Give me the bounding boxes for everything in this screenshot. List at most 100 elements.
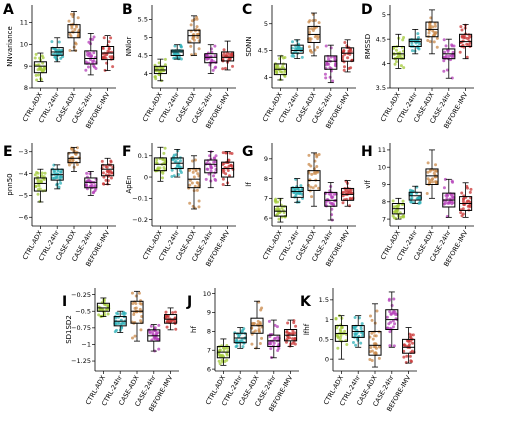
scatter-point	[207, 172, 211, 176]
scatter-point	[178, 159, 182, 163]
scatter-point	[76, 16, 80, 20]
scatter-point	[107, 47, 111, 51]
scatter-point	[163, 57, 167, 61]
scatter-point	[103, 313, 107, 317]
y-tick-label: 4.5	[258, 47, 268, 55]
scatter-point	[293, 342, 297, 346]
scatter-point	[75, 146, 79, 150]
scatter-point	[324, 63, 328, 67]
scatter-point	[394, 209, 398, 213]
scatter-point	[442, 69, 446, 73]
scatter-point	[177, 173, 181, 177]
scatter-point	[101, 182, 105, 186]
scatter-point	[222, 51, 226, 55]
scatter-point	[297, 191, 301, 195]
scatter-point	[57, 40, 61, 44]
scatter-point	[369, 314, 373, 318]
scatter-point	[389, 312, 393, 316]
box-ctrl-adx	[391, 46, 405, 60]
scatter-point	[267, 342, 271, 346]
scatter-point	[425, 192, 429, 196]
scatter-point	[434, 163, 438, 167]
scatter-point	[359, 327, 363, 331]
y-tick-label: −0.5	[75, 307, 91, 315]
scatter-point	[154, 336, 158, 340]
scatter-point	[315, 165, 319, 169]
scatter-point	[294, 324, 298, 328]
scatter-point	[85, 171, 89, 175]
scatter-point	[331, 79, 335, 83]
scatter-point	[34, 52, 38, 56]
scatter-point	[69, 12, 73, 16]
panel-letter: B	[122, 2, 133, 18]
scatter-point	[402, 215, 406, 219]
scatter-point	[70, 24, 74, 28]
scatter-point	[190, 159, 194, 163]
panel-letter: C	[242, 2, 252, 18]
scatter-point	[189, 23, 193, 27]
y-axis-label: ApEn	[125, 175, 133, 193]
scatter-point	[54, 55, 58, 59]
scatter-point	[139, 328, 143, 332]
scatter-point	[196, 36, 200, 40]
scatter-point	[102, 36, 106, 40]
scatter-point	[411, 341, 415, 345]
scatter-point	[451, 50, 455, 54]
scatter-point	[100, 159, 104, 163]
scatter-point	[428, 169, 432, 173]
y-axis-label: SDNN	[245, 36, 253, 56]
scatter-point	[311, 186, 315, 190]
scatter-point	[330, 196, 334, 200]
scatter-point	[68, 48, 72, 52]
scatter-point	[370, 358, 374, 362]
scatter-point	[42, 68, 46, 72]
scatter-point	[137, 291, 141, 295]
y-tick-label: 6	[207, 365, 211, 373]
scatter-point	[416, 32, 420, 36]
box-case-24hr	[84, 50, 98, 65]
scatter-point	[426, 161, 430, 165]
scatter-point	[334, 317, 338, 321]
scatter-point	[223, 359, 227, 363]
scatter-point	[309, 164, 313, 168]
scatter-point	[275, 325, 279, 329]
scatter-point	[401, 38, 405, 42]
scatter-point	[102, 175, 106, 179]
scatter-point	[345, 343, 349, 347]
scatter-point	[240, 330, 244, 334]
scatter-point	[324, 76, 328, 80]
scatter-point	[57, 185, 61, 189]
y-tick-label: 0.5	[319, 336, 329, 344]
scatter-point	[227, 52, 231, 56]
scatter-point	[405, 354, 409, 358]
scatter-point	[164, 310, 168, 314]
scatter-point	[395, 48, 399, 52]
scatter-point	[272, 341, 276, 345]
scatter-point	[443, 50, 447, 54]
scatter-point	[377, 345, 381, 349]
scatter-point	[157, 61, 161, 65]
scatter-point	[286, 321, 290, 325]
scatter-point	[368, 358, 372, 362]
y-tick-label: 5	[264, 20, 268, 28]
scatter-point	[442, 59, 446, 63]
box-ctrl-adx	[33, 61, 47, 74]
y-tick-label: −6	[18, 213, 28, 221]
scatter-point	[349, 66, 353, 70]
y-axis-label: NNvariance	[6, 26, 14, 67]
scatter-point	[165, 325, 169, 329]
scatter-point	[312, 26, 316, 30]
y-tick-label: 9	[264, 155, 268, 163]
scatter-point	[36, 178, 40, 182]
scatter-point	[57, 48, 61, 52]
scatter-point	[192, 18, 196, 22]
scatter-point	[114, 328, 118, 332]
scatter-point	[357, 316, 361, 320]
scatter-point	[173, 44, 177, 48]
y-tick-label: 9	[207, 309, 211, 317]
y-tick-label: −0.2	[132, 216, 148, 224]
scatter-point	[468, 190, 472, 194]
scatter-point	[133, 306, 137, 310]
scatter-point	[204, 177, 208, 181]
scatter-point	[123, 311, 127, 315]
